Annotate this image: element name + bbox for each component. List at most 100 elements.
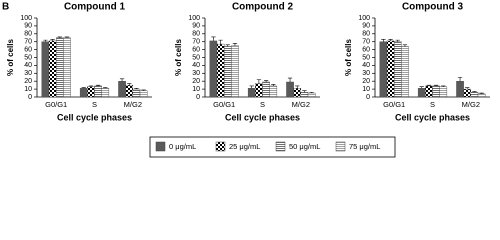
error-bar: [433, 84, 439, 86]
y-tick-label: 10: [192, 86, 200, 93]
bar: [223, 46, 232, 98]
y-tick-label: 90: [362, 23, 370, 30]
y-tick-label: 80: [24, 31, 32, 38]
bar: [118, 80, 126, 98]
bar: [417, 88, 426, 98]
y-tick-label: 40: [192, 62, 200, 69]
y-tick-label: 60: [192, 46, 200, 53]
legend-swatch: [275, 141, 286, 152]
x-tick-label: S: [430, 100, 435, 109]
y-tick-label: 20: [362, 78, 370, 85]
error-bar: [381, 39, 386, 42]
bar: [216, 43, 225, 98]
y-tick-label: 30: [192, 70, 200, 77]
x-tick-label: M/G2: [462, 100, 480, 109]
bar: [255, 83, 263, 98]
y-tick-label: 30: [362, 70, 370, 77]
bar: [456, 80, 464, 98]
error-bar: [256, 79, 262, 84]
bar: [94, 85, 102, 98]
bar: [125, 84, 134, 98]
bar: [41, 41, 50, 98]
x-tick-label: G0/G1: [383, 100, 405, 109]
y-axis-label: % of cells: [344, 39, 353, 76]
y-tick-label: 100: [358, 15, 370, 22]
error-bar: [57, 36, 62, 38]
bar: [209, 40, 218, 98]
y-tick-label: 60: [362, 46, 370, 53]
x-axis-label: Cell cycle phases: [57, 112, 132, 122]
error-bar: [457, 76, 463, 82]
legend-swatch: [335, 141, 346, 152]
error-bar: [119, 78, 125, 82]
bar: [262, 81, 270, 98]
error-bar: [211, 36, 216, 41]
x-axis-label: Cell cycle phases: [225, 112, 300, 122]
bar: [132, 88, 141, 98]
y-tick-label: 90: [24, 23, 32, 30]
bar: [307, 92, 316, 98]
bar: [79, 88, 88, 98]
y-tick-label: 0: [28, 94, 32, 101]
bar: [439, 86, 448, 98]
y-tick-label: 40: [362, 62, 370, 69]
error-bar: [263, 80, 269, 82]
x-tick-label: M/G2: [292, 100, 310, 109]
error-bar: [388, 39, 393, 41]
error-bar: [127, 83, 132, 86]
y-axis-label: % of cells: [174, 39, 183, 76]
bar: [470, 92, 479, 98]
y-tick-label: 100: [188, 15, 200, 22]
x-tick-label: S: [92, 100, 97, 109]
y-tick-label: 100: [20, 15, 32, 22]
error-bar: [295, 85, 300, 89]
y-tick-label: 20: [24, 78, 32, 85]
x-tick-label: S: [260, 100, 265, 109]
error-bar: [426, 84, 432, 86]
error-bar: [218, 39, 223, 45]
bar: [231, 45, 239, 98]
y-tick-label: 60: [24, 46, 32, 53]
y-tick-label: 70: [362, 39, 370, 46]
error-bar: [43, 39, 48, 42]
x-tick-label: G0/G1: [45, 100, 67, 109]
legend-label: 50 μg/mL: [289, 142, 320, 151]
legend-label: 75 μg/mL: [349, 142, 380, 151]
error-bar: [287, 77, 293, 82]
bar: [139, 90, 148, 98]
figure: B Compound 1 % of cells Cell cycle phases 0…: [2, 2, 490, 158]
error-bar: [95, 84, 101, 86]
bar: [101, 88, 110, 98]
legend-swatch: [155, 141, 166, 152]
x-tick-label: G0/G1: [213, 100, 235, 109]
error-bar: [309, 91, 314, 94]
error-bar: [64, 36, 70, 38]
error-bar: [302, 90, 307, 93]
error-bar: [395, 39, 400, 42]
y-tick-label: 70: [192, 39, 200, 46]
error-bar: [81, 87, 86, 89]
error-bar: [134, 88, 139, 90]
error-bar: [88, 85, 94, 87]
y-axis-label: % of cells: [6, 39, 15, 76]
bar: [386, 40, 395, 98]
error-bar: [419, 86, 424, 89]
error-bar: [441, 85, 446, 87]
error-bar: [225, 44, 230, 47]
y-tick-label: 90: [192, 23, 200, 30]
y-tick-label: 0: [196, 94, 200, 101]
bar: [87, 86, 95, 98]
legend-swatch: [215, 141, 226, 152]
bar: [286, 81, 294, 98]
bar: [48, 40, 57, 98]
y-tick-label: 10: [362, 86, 370, 93]
bar: [55, 37, 64, 98]
bar: [293, 88, 302, 98]
bar: [401, 46, 409, 98]
legend-label: 0 μg/mL: [169, 142, 196, 151]
y-tick-label: 70: [24, 39, 32, 46]
y-tick-label: 50: [192, 54, 200, 61]
y-tick-label: 80: [192, 31, 200, 38]
x-axis-label: Cell cycle phases: [395, 112, 470, 122]
bar: [393, 41, 402, 98]
